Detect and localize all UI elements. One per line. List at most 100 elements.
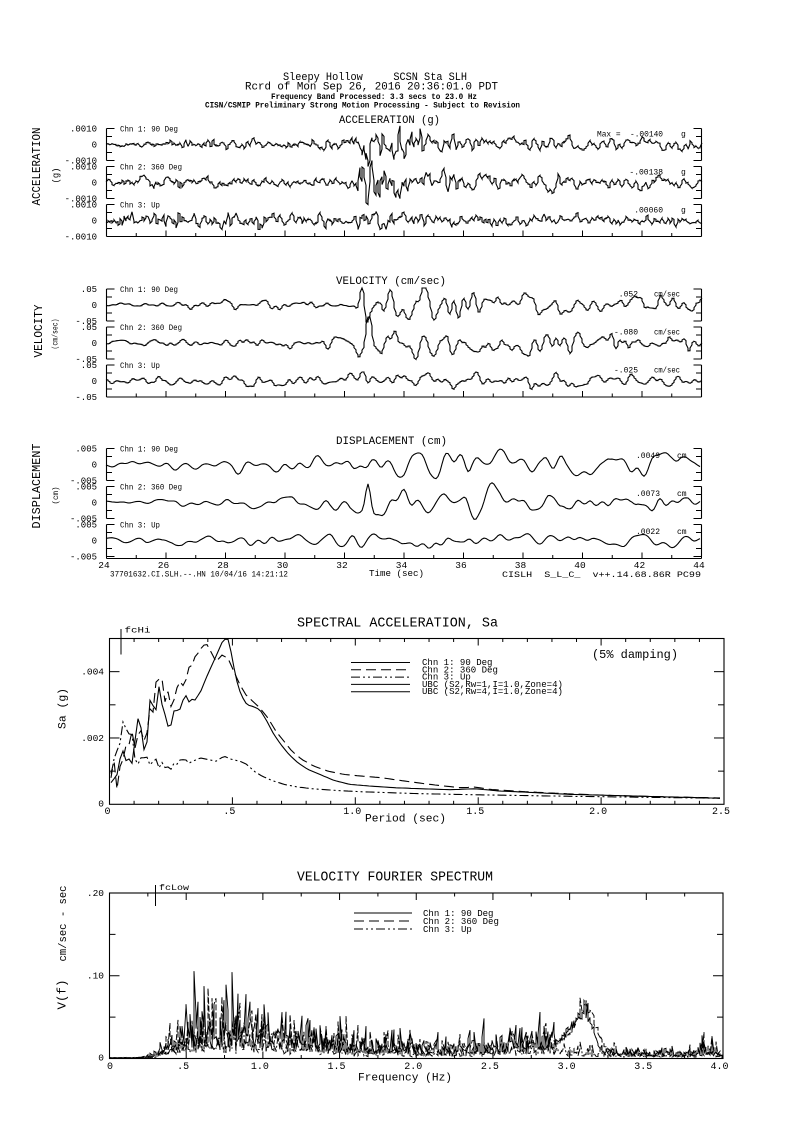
svg-text:.10: .10 (87, 971, 104, 982)
svg-text:.0010: .0010 (70, 163, 97, 173)
svg-text:0: 0 (92, 141, 97, 151)
svg-text:0: 0 (92, 339, 97, 349)
svg-text:-.005: -.005 (70, 553, 97, 563)
svg-text:ACCELERATION: ACCELERATION (30, 128, 44, 206)
svg-text:Chn 3: Up: Chn 3: Up (120, 202, 160, 211)
svg-text:CISN/CSMIP Preliminary Strong: CISN/CSMIP Preliminary Strong Motion Pro… (205, 101, 520, 111)
svg-text:(cm/sec): (cm/sec) (52, 319, 61, 350)
svg-text:26: 26 (158, 560, 170, 571)
svg-text:-.00138: -.00138 (629, 169, 663, 178)
svg-text:.052: .052 (619, 291, 638, 300)
svg-text:Sa (g): Sa (g) (58, 688, 70, 729)
svg-text:DISPLACEMENT: DISPLACEMENT (30, 444, 44, 529)
svg-text:-.025: -.025 (614, 367, 638, 376)
svg-text:g: g (681, 207, 686, 216)
svg-text:Chn 1: 90 Deg: Chn 1: 90 Deg (422, 658, 492, 668)
svg-text:(5% damping): (5% damping) (592, 648, 678, 662)
svg-text:Time (sec): Time (sec) (369, 568, 424, 579)
svg-text:30: 30 (277, 560, 289, 571)
svg-text:Frequency (Hz): Frequency (Hz) (358, 1073, 452, 1085)
svg-text:cm: cm (677, 452, 687, 461)
svg-text:-.080: -.080 (614, 329, 638, 338)
svg-text:.05: .05 (81, 323, 97, 333)
svg-text:4.0: 4.0 (710, 1062, 728, 1073)
svg-text:3.5: 3.5 (634, 1062, 652, 1073)
svg-text:.05: .05 (81, 361, 97, 371)
svg-text:1.0: 1.0 (343, 807, 361, 818)
svg-text:.0073: .0073 (636, 490, 660, 499)
svg-text:40: 40 (574, 560, 586, 571)
svg-text:ACCELERATION (g): ACCELERATION (g) (339, 115, 440, 127)
svg-text:-.05: -.05 (75, 393, 97, 403)
svg-text:Rcrd of Mon Sep 26, 2016 20:36: Rcrd of Mon Sep 26, 2016 20:36:01.0 PDT (245, 82, 498, 94)
svg-text:0: 0 (92, 499, 97, 509)
svg-text:2.5: 2.5 (481, 1062, 499, 1073)
svg-text:VELOCITY FOURIER SPECTRUM: VELOCITY FOURIER SPECTRUM (297, 870, 493, 886)
svg-text:0: 0 (92, 461, 97, 471)
svg-text:0: 0 (92, 537, 97, 547)
svg-text:.0022: .0022 (636, 528, 660, 537)
svg-text:.0049: .0049 (636, 452, 660, 461)
svg-text:Chn 3: Up: Chn 3: Up (423, 925, 472, 935)
svg-text:28: 28 (217, 560, 229, 571)
svg-text:Period (sec): Period (sec) (365, 814, 446, 826)
svg-text:g: g (681, 131, 686, 140)
svg-text:2.0: 2.0 (404, 1062, 422, 1073)
svg-text:-.05: -.05 (75, 317, 97, 327)
svg-text:0: 0 (98, 799, 104, 810)
svg-text:Chn 3: Up: Chn 3: Up (120, 522, 160, 531)
svg-text:0: 0 (104, 807, 110, 818)
svg-text:.005: .005 (75, 483, 97, 493)
svg-text:Chn 2: 360 Deg: Chn 2: 360 Deg (120, 164, 182, 173)
svg-text:37701632.CI.SLH.--.HN 10/04/16: 37701632.CI.SLH.--.HN 10/04/16 14:21:12 (110, 571, 288, 580)
svg-text:.20: .20 (87, 888, 104, 899)
svg-text:0: 0 (92, 377, 97, 387)
svg-text:fcLow: fcLow (159, 884, 189, 893)
svg-text:-.0010: -.0010 (65, 233, 97, 243)
svg-text:42: 42 (634, 560, 646, 571)
svg-text:Chn 3: Up: Chn 3: Up (422, 673, 471, 683)
svg-text:.0010: .0010 (70, 201, 97, 211)
svg-text:VELOCITY: VELOCITY (32, 305, 46, 358)
svg-text:.004: .004 (81, 667, 104, 678)
svg-text:UBC (S2,Rw=1,I=1.0,Zone=4): UBC (S2,Rw=1,I=1.0,Zone=4) (422, 680, 563, 690)
svg-text:44: 44 (693, 560, 705, 571)
svg-text:.005: .005 (75, 521, 97, 531)
svg-text:Chn 1: 90 Deg: Chn 1: 90 Deg (423, 909, 493, 919)
svg-text:cm: cm (677, 528, 687, 537)
svg-text:Sleepy Hollow SCSN Sta SLH: Sleepy Hollow SCSN Sta SLH (283, 72, 467, 84)
svg-text:-.05: -.05 (75, 355, 97, 365)
svg-text:32: 32 (336, 560, 348, 571)
svg-text:-.005: -.005 (70, 515, 97, 525)
svg-text:0: 0 (92, 301, 97, 311)
svg-text:.5: .5 (177, 1062, 189, 1073)
svg-text:38: 38 (515, 560, 527, 571)
svg-text:Chn 2: 360 Deg: Chn 2: 360 Deg (120, 324, 182, 333)
svg-text:.00060: .00060 (634, 207, 663, 216)
svg-text:3.0: 3.0 (558, 1062, 576, 1073)
svg-text:Chn 1: 90 Deg: Chn 1: 90 Deg (120, 126, 178, 135)
svg-text:Chn 1: 90 Deg: Chn 1: 90 Deg (120, 446, 178, 455)
svg-text:0: 0 (98, 1053, 104, 1064)
svg-text:Chn 3: Up: Chn 3: Up (120, 362, 160, 371)
svg-text:UBC (S2,Rw=4,I=1.0,Zone=4): UBC (S2,Rw=4,I=1.0,Zone=4) (422, 687, 563, 697)
svg-text:fcHi: fcHi (125, 627, 151, 636)
svg-text:1.5: 1.5 (466, 807, 484, 818)
svg-text:34: 34 (396, 560, 408, 571)
svg-text:VELOCITY (cm/sec): VELOCITY (cm/sec) (336, 276, 446, 288)
svg-text:V(f): V(f) (57, 980, 70, 1010)
svg-text:1.0: 1.0 (251, 1062, 269, 1073)
svg-text:cm/sec: cm/sec (654, 329, 680, 338)
svg-text:CISLH S_L_C_ v++.14.68.86R P: CISLH S_L_C_ v++.14.68.86R PC99 (502, 571, 701, 580)
svg-text:2.0: 2.0 (589, 807, 607, 818)
svg-text:0: 0 (92, 179, 97, 189)
svg-text:Chn 1: 90 Deg: Chn 1: 90 Deg (120, 286, 178, 295)
svg-text:cm/sec: cm/sec (654, 367, 680, 376)
svg-text:0: 0 (92, 217, 97, 227)
svg-text:Frequency Band Processed: 3.3: Frequency Band Processed: 3.3 secs to 23… (271, 92, 477, 102)
svg-text:2.5: 2.5 (712, 807, 730, 818)
svg-text:0: 0 (107, 1062, 113, 1073)
svg-text:Chn 2: 360 Deg: Chn 2: 360 Deg (120, 484, 182, 493)
svg-text:.5: .5 (223, 807, 235, 818)
svg-text:24: 24 (98, 560, 110, 571)
